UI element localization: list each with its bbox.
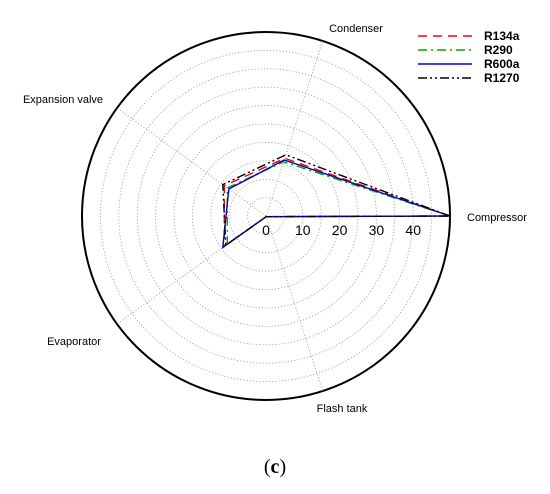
axis-label-evaporator: Evaporator bbox=[47, 336, 101, 348]
legend-label-r134a: R134a bbox=[484, 29, 520, 43]
axis-label-expansion-valve: Expansion valve bbox=[23, 94, 103, 106]
radial-tick-label: 20 bbox=[332, 222, 348, 238]
axis-label-condenser: Condenser bbox=[329, 23, 383, 35]
panel-label: (c) bbox=[263, 456, 287, 478]
legend-label-r600a: R600a bbox=[484, 57, 520, 71]
radial-tick-label: 10 bbox=[295, 222, 311, 238]
series-line-r600a bbox=[221, 159, 451, 249]
axis-labels: Compressor Condenser Expansion valve Evapor… bbox=[23, 23, 527, 415]
axis-label-flash-tank: Flash tank bbox=[317, 403, 368, 415]
axis-label-compressor: Compressor bbox=[467, 212, 527, 224]
radial-ticks: 0 10 20 30 40 bbox=[262, 222, 421, 238]
legend-label-r290: R290 bbox=[484, 43, 513, 57]
panel-label-letter: c bbox=[270, 456, 280, 478]
series-layer bbox=[221, 154, 451, 249]
series-line-r1270 bbox=[222, 154, 451, 247]
radial-tick-label: 40 bbox=[405, 222, 421, 238]
radial-tick-label: 0 bbox=[262, 222, 270, 238]
radial-tick-label: 30 bbox=[369, 222, 385, 238]
legend-label-r1270: R1270 bbox=[484, 71, 520, 85]
grid-spoke bbox=[116, 107, 267, 217]
